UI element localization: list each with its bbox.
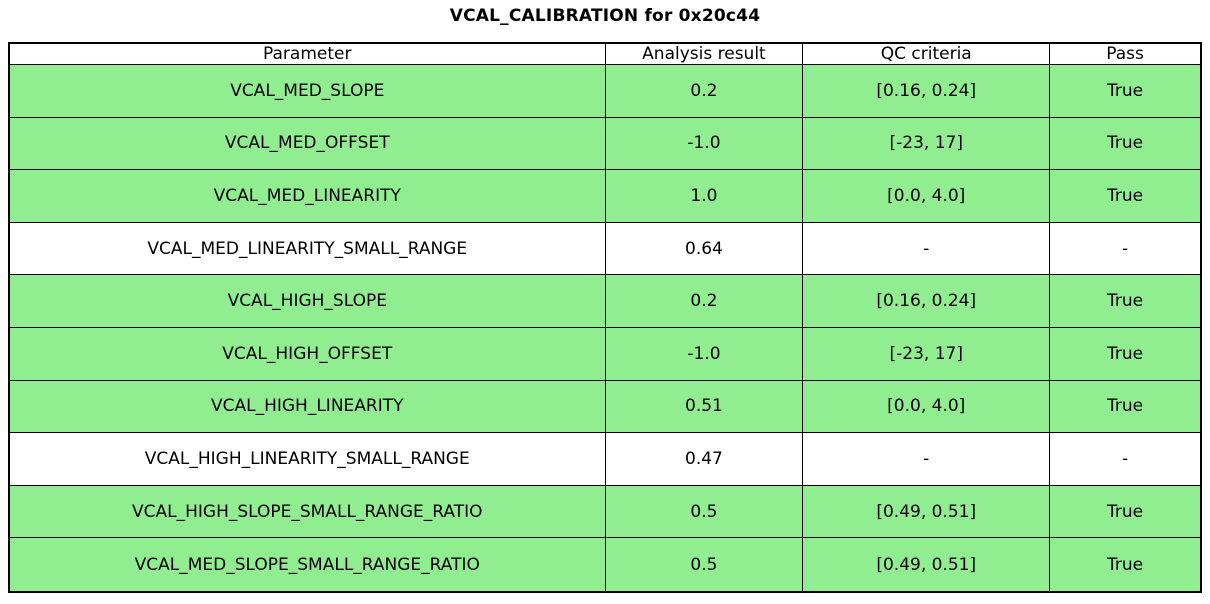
table-row: VCAL_MED_LINEARITY_SMALL_RANGE 0.64- - bbox=[8, 221, 1202, 276]
cell-qc-criteria: [0.49, 0.51] bbox=[802, 537, 1051, 593]
column-header-parameter: Parameter bbox=[8, 42, 606, 65]
cell-parameter: VCAL_MED_SLOPE_SMALL_RANGE_RATIO bbox=[8, 537, 606, 593]
cell-analysis-result: 0.5 bbox=[604, 537, 804, 593]
cell-pass: True bbox=[1049, 379, 1202, 434]
cell-qc-criteria: [0.0, 4.0] bbox=[802, 379, 1051, 434]
cell-pass: True bbox=[1049, 169, 1202, 223]
cell-qc-criteria: [0.16, 0.24] bbox=[802, 64, 1051, 118]
cell-pass: - bbox=[1049, 221, 1202, 276]
cell-qc-criteria: [0.0, 4.0] bbox=[802, 169, 1051, 223]
cell-pass: True bbox=[1049, 274, 1202, 329]
cell-pass: - bbox=[1049, 432, 1202, 486]
cell-pass: True bbox=[1049, 484, 1202, 539]
cell-parameter: VCAL_HIGH_LINEARITY_SMALL_RANGE bbox=[8, 432, 606, 486]
cell-parameter: VCAL_MED_LINEARITY bbox=[8, 169, 606, 223]
table-row: VCAL_MED_SLOPE 0.2 [0.16, 0.24] True bbox=[8, 64, 1202, 118]
cell-analysis-result: 1.0 bbox=[604, 169, 804, 223]
cell-parameter: VCAL_HIGH_OFFSET bbox=[8, 327, 606, 381]
cell-qc-criteria: [-23, 17] bbox=[802, 327, 1051, 381]
table-row: VCAL_HIGH_SLOPE 0.2 [0.16, 0.24] True bbox=[8, 274, 1202, 329]
table-body: VCAL_MED_SLOPE 0.2 [0.16, 0.24] True VCAL_ME… bbox=[8, 64, 1202, 593]
column-header-pass: Pass bbox=[1049, 42, 1202, 65]
cell-analysis-result: 0.2 bbox=[604, 274, 804, 329]
cell-analysis-result: 0.64 bbox=[604, 221, 804, 276]
cell-analysis-result: 0.5 bbox=[604, 484, 804, 539]
qc-results-table: Parameter Analysis result QC criteria Pa… bbox=[8, 42, 1202, 593]
table-header-row: Parameter Analysis result QC criteria Pa… bbox=[8, 42, 1202, 65]
cell-parameter: VCAL_MED_SLOPE bbox=[8, 64, 606, 118]
cell-parameter: VCAL_HIGH_SLOPE_SMALL_RANGE_RATIO bbox=[8, 484, 606, 539]
table-row: VCAL_HIGH_SLOPE_SMALL_RANGE_RATIO 0.5 [0.4… bbox=[8, 484, 1202, 539]
cell-analysis-result: -1.0 bbox=[604, 116, 804, 171]
table-row: VCAL_HIGH_LINEARITY 0.51 [0.0, 4.0] True bbox=[8, 379, 1202, 434]
cell-qc-criteria: [0.16, 0.24] bbox=[802, 274, 1051, 329]
column-header-analysis-result: Analysis result bbox=[604, 42, 804, 65]
column-header-qc-criteria: QC criteria bbox=[802, 42, 1051, 65]
cell-analysis-result: 0.47 bbox=[604, 432, 804, 486]
cell-pass: True bbox=[1049, 116, 1202, 171]
figure-title: VCAL_CALIBRATION for 0x20c44 bbox=[449, 6, 761, 26]
cell-parameter: VCAL_HIGH_LINEARITY bbox=[8, 379, 606, 434]
table-row: VCAL_HIGH_LINEARITY_SMALL_RANGE 0.47- - bbox=[8, 432, 1202, 486]
table-row: VCAL_MED_OFFSET -1.0 [-23, 17] True bbox=[8, 116, 1202, 171]
cell-qc-criteria: [0.49, 0.51] bbox=[802, 484, 1051, 539]
cell-analysis-result: 0.2 bbox=[604, 64, 804, 118]
cell-analysis-result: -1.0 bbox=[604, 327, 804, 381]
cell-qc-criteria: - bbox=[802, 221, 1051, 276]
cell-parameter: VCAL_MED_OFFSET bbox=[8, 116, 606, 171]
cell-pass: True bbox=[1049, 327, 1202, 381]
table-row: VCAL_MED_SLOPE_SMALL_RANGE_RATIO 0.5 [0.49… bbox=[8, 537, 1202, 593]
cell-qc-criteria: - bbox=[802, 432, 1051, 486]
cell-parameter: VCAL_MED_LINEARITY_SMALL_RANGE bbox=[8, 221, 606, 276]
cell-qc-criteria: [-23, 17] bbox=[802, 116, 1051, 171]
cell-pass: True bbox=[1049, 537, 1202, 593]
table-row: VCAL_MED_LINEARITY 1.0 [0.0, 4.0] True bbox=[8, 169, 1202, 223]
table-row: VCAL_HIGH_OFFSET -1.0 [-23, 17] True bbox=[8, 327, 1202, 381]
cell-pass: True bbox=[1049, 64, 1202, 118]
cell-analysis-result: 0.51 bbox=[604, 379, 804, 434]
cell-parameter: VCAL_HIGH_SLOPE bbox=[8, 274, 606, 329]
